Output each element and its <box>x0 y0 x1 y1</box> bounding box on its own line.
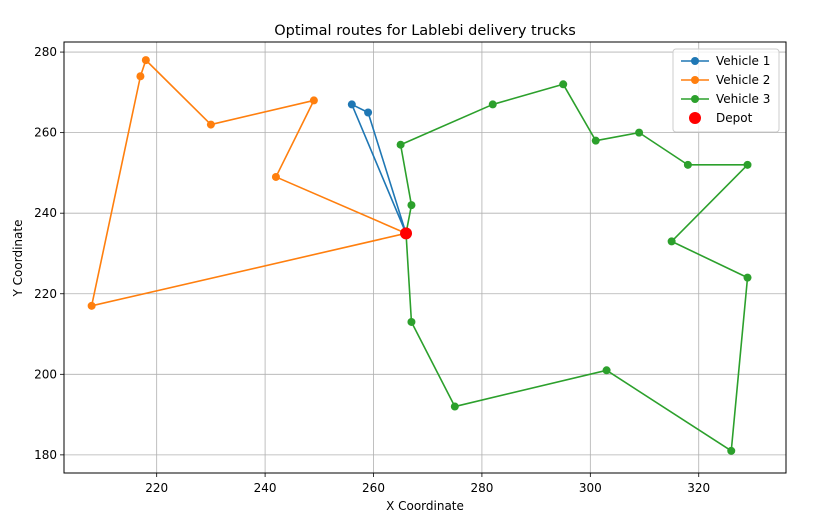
series-2-point <box>87 301 96 310</box>
depot-layer <box>400 227 413 240</box>
legend-marker-3 <box>691 95 699 103</box>
series-2-point <box>141 56 150 65</box>
x-tick-label: 220 <box>145 481 168 495</box>
y-axis-title: Y Coordinate <box>11 220 25 298</box>
series-2-point <box>271 172 280 181</box>
chart-title: Optimal routes for Lablebi delivery truc… <box>274 23 576 39</box>
x-tick-label: 300 <box>579 481 602 495</box>
y-tick-label: 240 <box>34 206 57 220</box>
legend-label-1: Vehicle 1 <box>716 54 770 68</box>
series-2-point <box>136 72 145 81</box>
series-2-line <box>90 59 407 307</box>
x-tick-label: 260 <box>362 481 385 495</box>
series-3-point <box>667 237 676 246</box>
y-tick-label: 260 <box>34 126 57 140</box>
x-tick-label: 240 <box>254 481 277 495</box>
series-3-point <box>727 446 736 455</box>
plot-area <box>64 42 786 473</box>
y-tick-label: 280 <box>34 45 57 59</box>
legend-label-depot: Depot <box>716 111 753 125</box>
legend: Vehicle 1 Vehicle 2 Vehicle 3 Depot <box>672 48 780 133</box>
legend-marker-2 <box>691 76 699 84</box>
series-3-point <box>602 366 611 375</box>
plot-frame <box>63 41 787 474</box>
series-3-point <box>407 317 416 326</box>
series-3-line <box>399 83 749 452</box>
series-3 <box>396 80 752 455</box>
y-tick-label: 180 <box>34 448 57 462</box>
y-tick-label: 220 <box>34 287 57 301</box>
series-3-point <box>559 80 568 89</box>
series-1-point <box>347 100 356 109</box>
y-tick-label: 200 <box>34 367 57 381</box>
legend-marker-1 <box>691 57 699 65</box>
x-axis-title: X Coordinate <box>386 499 464 513</box>
depot-marker <box>400 227 413 240</box>
series-3-point <box>743 273 752 282</box>
legend-label-3: Vehicle 3 <box>716 92 770 106</box>
series-3-point <box>635 128 644 137</box>
ticks: 220 240 260 280 300 320 180 200 220 240 260 280 <box>34 45 710 495</box>
legend-label-2: Vehicle 2 <box>716 73 770 87</box>
series-3-point <box>450 402 459 411</box>
series-1-point <box>364 108 373 117</box>
x-tick-label: 320 <box>687 481 710 495</box>
series-2-point <box>309 96 318 105</box>
legend-frame <box>672 48 780 133</box>
series-3-point <box>591 136 600 145</box>
series-1-line <box>351 103 407 234</box>
series-3-point <box>683 160 692 169</box>
legend-marker-depot <box>689 112 701 124</box>
x-tick-label: 280 <box>470 481 493 495</box>
series-3-point <box>743 160 752 169</box>
series-3-point <box>407 201 416 210</box>
series-3-point <box>488 100 497 109</box>
series-3-point <box>396 140 405 149</box>
series-2-point <box>206 120 215 129</box>
